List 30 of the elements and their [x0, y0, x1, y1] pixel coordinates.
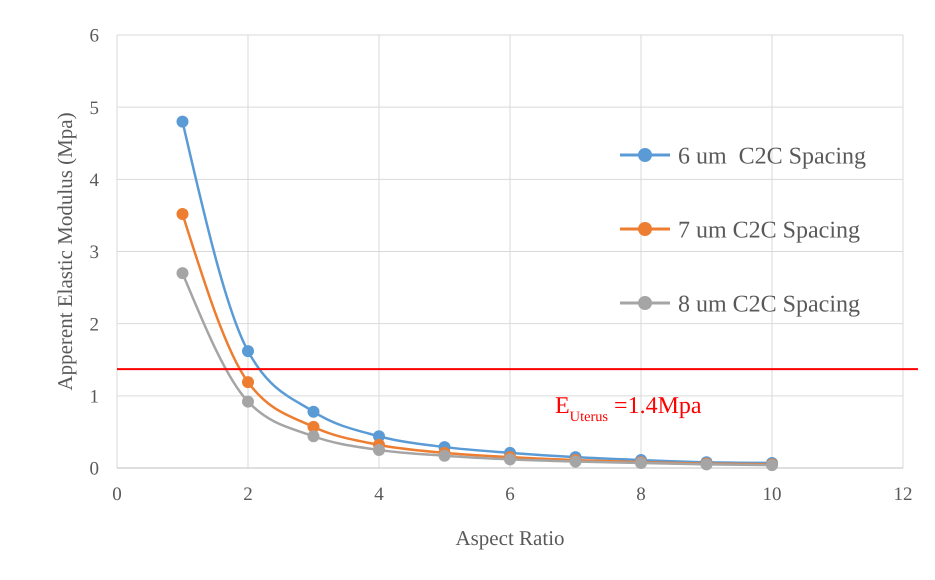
- y-tick-label: 2: [90, 314, 99, 336]
- point: [242, 345, 254, 358]
- y-tick-label: 0: [90, 458, 99, 480]
- x-tick-label: 4: [374, 484, 384, 505]
- x-tick-label: 10: [762, 484, 782, 505]
- legend-label: 7 um C2C Spacing: [678, 217, 860, 244]
- x-tick-label: 0: [112, 484, 122, 505]
- x-tick-label: 6: [505, 484, 515, 505]
- legend-label: 6 um C2C Spacing: [678, 143, 866, 170]
- point: [308, 406, 320, 418]
- point: [176, 116, 188, 128]
- legend-label: 8 um C2C Spacing: [678, 291, 860, 318]
- x-tick-label: 12: [894, 484, 912, 505]
- ref-line-label: E$_{Uterus}$ =1.4Mpa: [555, 393, 702, 426]
- point: [308, 430, 320, 442]
- point: [373, 444, 385, 456]
- point: [176, 267, 188, 280]
- y-tick-label: 3: [90, 242, 99, 264]
- y-tick-label: 4: [90, 170, 100, 191]
- y-tick-label: 5: [90, 98, 99, 119]
- point: [438, 450, 450, 462]
- y-tick-label: 6: [90, 26, 99, 47]
- point: [176, 208, 188, 220]
- x-axis-title: Aspect Ratio: [455, 526, 565, 550]
- point: [242, 396, 254, 408]
- x-tick-label: 2: [243, 484, 253, 505]
- y-tick-label: 1: [90, 386, 99, 408]
- x-tick-label: 8: [636, 484, 646, 505]
- y-axis-title: Apperent Elastic Modulus (Mpa): [53, 112, 77, 391]
- point: [242, 376, 254, 388]
